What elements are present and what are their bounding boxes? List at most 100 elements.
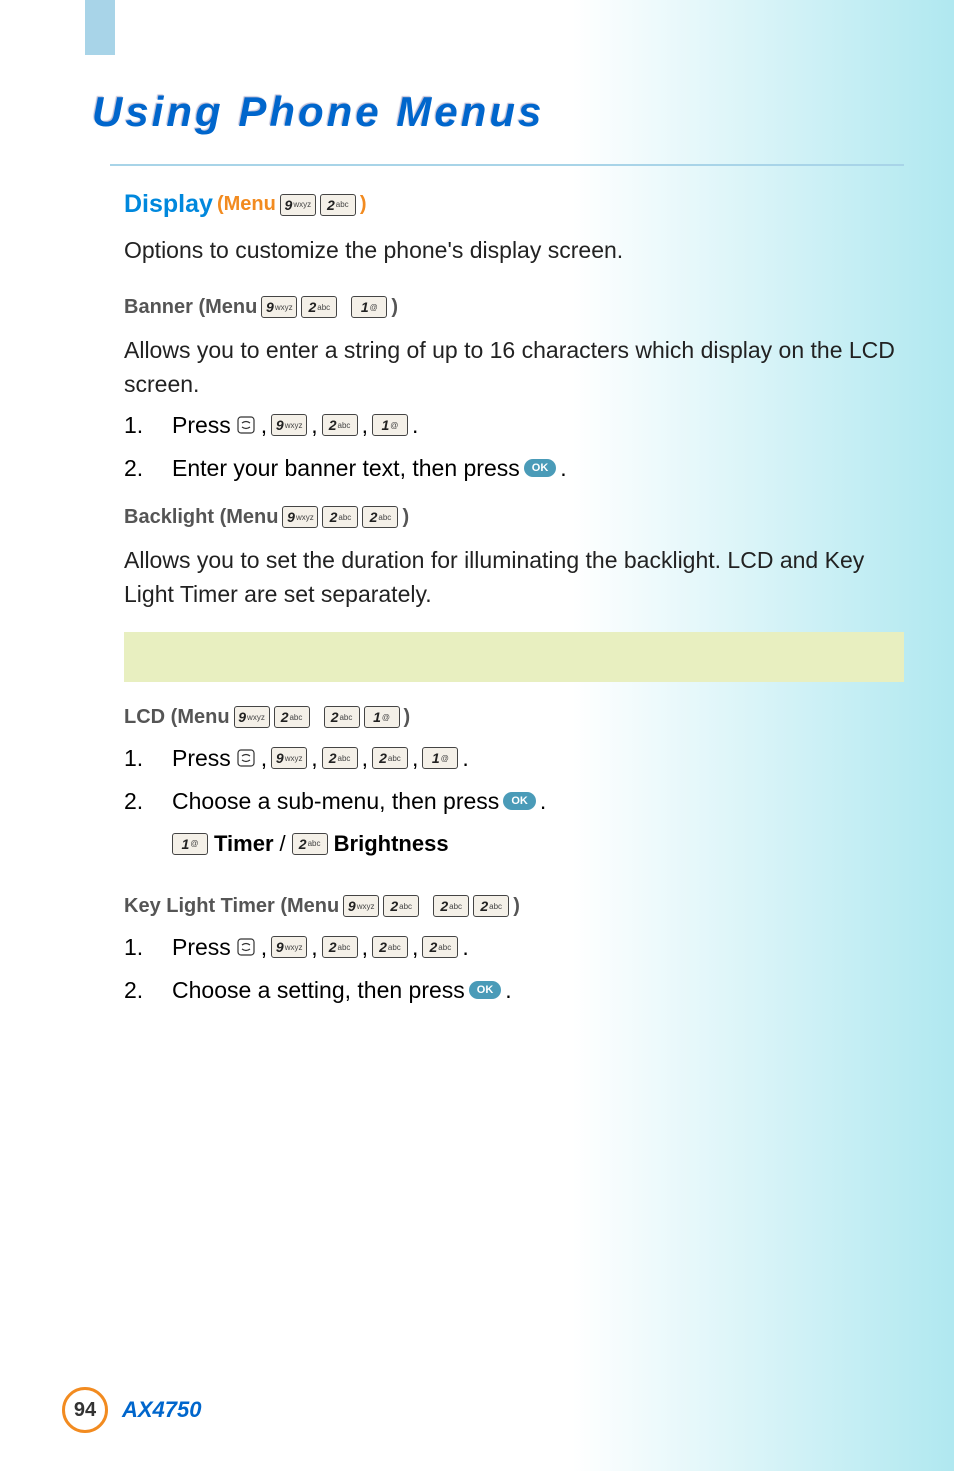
key-9: 9wxyz bbox=[271, 936, 307, 958]
note-box bbox=[124, 632, 904, 682]
key-2: 2abc bbox=[473, 895, 509, 917]
key-9: 9wxyz bbox=[282, 506, 318, 528]
sep: , bbox=[412, 745, 418, 772]
key-2: 2abc bbox=[362, 506, 398, 528]
step-body: Choose a setting, then press OK . bbox=[172, 977, 512, 1004]
sep: , bbox=[311, 412, 317, 439]
model-label: AX4750 bbox=[122, 1397, 202, 1423]
key-2: 2abc bbox=[322, 936, 358, 958]
page-title: Using Phone Menus bbox=[92, 88, 904, 136]
step-text: Choose a sub-menu, then press bbox=[172, 788, 499, 815]
step-number: 1. bbox=[124, 745, 172, 772]
lcd-step-2: 2. Choose a sub-menu, then press OK . bbox=[124, 788, 904, 815]
backlight-body: Allows you to set the duration for illum… bbox=[124, 543, 904, 612]
ok-icon: OK bbox=[524, 459, 557, 477]
key-2: 2abc bbox=[322, 506, 358, 528]
page-footer: 94 AX4750 bbox=[62, 1387, 202, 1433]
key-2: 2abc bbox=[324, 706, 360, 728]
lcd-heading-close: ) bbox=[404, 706, 411, 729]
menu-icon bbox=[235, 747, 257, 769]
key-2: 2abc bbox=[383, 895, 419, 917]
key-9: 9wxyz bbox=[271, 414, 307, 436]
key-9: 9wxyz bbox=[271, 747, 307, 769]
menu-icon bbox=[235, 936, 257, 958]
submenu-sep: / bbox=[280, 831, 286, 857]
submenu-timer: Timer bbox=[214, 831, 274, 857]
key-1: 1@ bbox=[364, 706, 400, 728]
section-display: Display (Menu 9wxyz 2abc ) Options to cu… bbox=[124, 190, 904, 268]
key-2: 2abc bbox=[372, 747, 408, 769]
sep: , bbox=[362, 412, 368, 439]
step-body: Press , 9wxyz , 2abc , 1@ . bbox=[172, 412, 418, 439]
key-2: 2abc bbox=[274, 706, 310, 728]
keylight-heading-row: Key Light Timer (Menu 9wxyz 2abc 2abc 2a… bbox=[124, 895, 904, 918]
step-text: Choose a setting, then press bbox=[172, 977, 465, 1004]
step-text: Press bbox=[172, 745, 231, 772]
step-number: 1. bbox=[124, 412, 172, 439]
side-tab bbox=[85, 0, 115, 55]
sep: , bbox=[412, 934, 418, 961]
banner-step-2: 2. Enter your banner text, then press OK… bbox=[124, 455, 904, 482]
backlight-heading: Backlight (Menu bbox=[124, 506, 278, 529]
sep: , bbox=[311, 745, 317, 772]
lcd-heading-row: LCD (Menu 9wxyz 2abc 2abc 1@ ) bbox=[124, 706, 904, 729]
display-heading: Display bbox=[124, 190, 213, 219]
key-2: 2abc bbox=[422, 936, 458, 958]
keylight-heading: Key Light Timer (Menu bbox=[124, 895, 339, 918]
step-number: 2. bbox=[124, 455, 172, 482]
ok-icon: OK bbox=[503, 792, 536, 810]
title-rule bbox=[110, 164, 904, 166]
step-body: Press , 9wxyz , 2abc , 2abc , 2abc . bbox=[172, 934, 469, 961]
lcd-submenu: 1@ Timer / 2abc Brightness bbox=[172, 831, 904, 857]
submenu-brightness: Brightness bbox=[334, 831, 449, 857]
step-body: Press , 9wxyz , 2abc , 2abc , 1@ . bbox=[172, 745, 469, 772]
ok-icon: OK bbox=[469, 981, 502, 999]
key-9: 9wxyz bbox=[280, 194, 316, 216]
period: . bbox=[560, 455, 566, 482]
keylight-step-2: 2. Choose a setting, then press OK . bbox=[124, 977, 904, 1004]
display-body: Options to customize the phone's display… bbox=[124, 233, 904, 268]
period: . bbox=[462, 745, 468, 772]
step-number: 2. bbox=[124, 977, 172, 1004]
sep: , bbox=[362, 745, 368, 772]
banner-heading-close: ) bbox=[391, 296, 398, 319]
menu-icon bbox=[235, 414, 257, 436]
display-menu-label: (Menu bbox=[217, 193, 276, 216]
sep: , bbox=[261, 412, 267, 439]
key-1: 1@ bbox=[372, 414, 408, 436]
key-2: 2abc bbox=[322, 414, 358, 436]
step-body: Choose a sub-menu, then press OK . bbox=[172, 788, 546, 815]
key-2: 2abc bbox=[320, 194, 356, 216]
page-number: 94 bbox=[62, 1387, 108, 1433]
key-9: 9wxyz bbox=[261, 296, 297, 318]
sep: , bbox=[311, 934, 317, 961]
keylight-heading-close: ) bbox=[513, 895, 520, 918]
period: . bbox=[505, 977, 511, 1004]
key-9: 9wxyz bbox=[234, 706, 270, 728]
key-2: 2abc bbox=[322, 747, 358, 769]
section-lcd: LCD (Menu 9wxyz 2abc 2abc 1@ ) 1. Press … bbox=[124, 706, 904, 857]
key-2: 2abc bbox=[433, 895, 469, 917]
step-text: Press bbox=[172, 412, 231, 439]
sep: , bbox=[362, 934, 368, 961]
key-1: 1@ bbox=[172, 833, 208, 855]
key-2: 2abc bbox=[292, 833, 328, 855]
display-heading-row: Display (Menu 9wxyz 2abc ) bbox=[124, 190, 904, 219]
key-9: 9wxyz bbox=[343, 895, 379, 917]
section-keylight: Key Light Timer (Menu 9wxyz 2abc 2abc 2a… bbox=[124, 895, 904, 1004]
main-content: Using Phone Menus Display (Menu 9wxyz 2a… bbox=[92, 88, 904, 1024]
banner-step-1: 1. Press , 9wxyz , 2abc , 1@ . bbox=[124, 412, 904, 439]
key-2: 2abc bbox=[372, 936, 408, 958]
step-number: 2. bbox=[124, 788, 172, 815]
banner-body: Allows you to enter a string of up to 16… bbox=[124, 333, 904, 402]
step-text: Enter your banner text, then press bbox=[172, 455, 520, 482]
banner-heading-row: Banner (Menu 9wxyz 2abc 1@ ) bbox=[124, 296, 904, 319]
backlight-heading-close: ) bbox=[402, 506, 409, 529]
period: . bbox=[540, 788, 546, 815]
key-2: 2abc bbox=[301, 296, 337, 318]
period: . bbox=[412, 412, 418, 439]
sep: , bbox=[261, 934, 267, 961]
sep: , bbox=[261, 745, 267, 772]
step-text: Press bbox=[172, 934, 231, 961]
period: . bbox=[462, 934, 468, 961]
